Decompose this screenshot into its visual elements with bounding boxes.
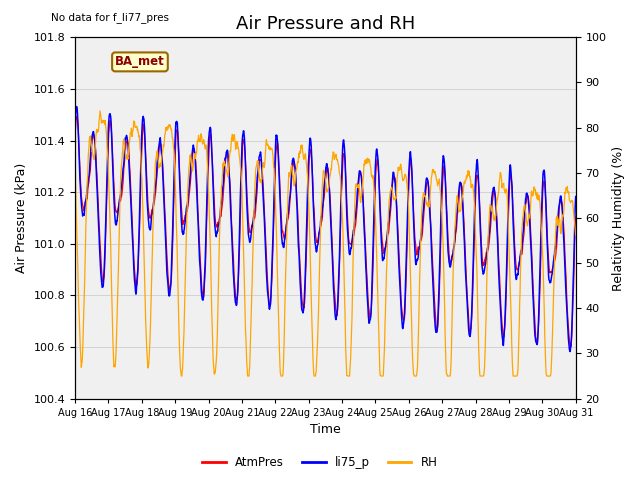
- RH: [71, 161, 79, 167]
- li75_p: [468, 289, 476, 295]
- AtmPres: [171, 172, 179, 178]
- RH: [543, 373, 550, 379]
- RH: [468, 182, 476, 188]
- li75_p: [566, 348, 574, 354]
- Y-axis label: Air Pressure (kPa): Air Pressure (kPa): [15, 163, 28, 273]
- RH: [239, 218, 246, 224]
- AtmPres: [239, 142, 246, 148]
- AtmPres: [71, 132, 79, 137]
- AtmPres: [572, 214, 580, 220]
- Title: Air Pressure and RH: Air Pressure and RH: [236, 15, 415, 33]
- AtmPres: [403, 247, 411, 252]
- li75_p: [572, 193, 580, 199]
- li75_p: [239, 132, 246, 138]
- Text: BA_met: BA_met: [115, 55, 165, 68]
- li75_p: [183, 204, 191, 209]
- RH: [183, 218, 191, 224]
- li75_p: [403, 231, 411, 237]
- AtmPres: [513, 266, 520, 272]
- RH: [171, 159, 179, 165]
- RH: [513, 373, 520, 379]
- X-axis label: Time: Time: [310, 423, 340, 436]
- RH: [96, 108, 104, 114]
- RH: [403, 181, 411, 187]
- li75_p: [72, 104, 80, 109]
- li75_p: [171, 153, 179, 158]
- RH: [572, 233, 580, 239]
- AtmPres: [567, 344, 575, 349]
- AtmPres: [73, 114, 81, 120]
- Y-axis label: Relativity Humidity (%): Relativity Humidity (%): [612, 145, 625, 290]
- li75_p: [513, 276, 520, 282]
- AtmPres: [468, 300, 476, 306]
- li75_p: [71, 125, 79, 131]
- Legend: AtmPres, li75_p, RH: AtmPres, li75_p, RH: [198, 452, 442, 474]
- Line: li75_p: li75_p: [75, 107, 576, 351]
- Line: AtmPres: AtmPres: [75, 117, 576, 347]
- AtmPres: [183, 208, 191, 214]
- Text: No data for f_li77_pres: No data for f_li77_pres: [51, 12, 169, 23]
- Line: RH: RH: [75, 111, 576, 376]
